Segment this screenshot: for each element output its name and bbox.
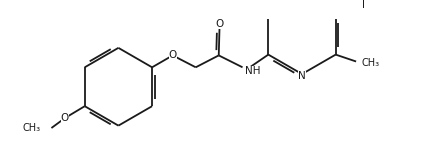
- Text: CH₃: CH₃: [361, 58, 379, 68]
- Text: O: O: [168, 50, 177, 60]
- Text: CH₃: CH₃: [23, 123, 41, 133]
- Text: I: I: [362, 0, 365, 10]
- Text: O: O: [216, 20, 224, 29]
- Text: N: N: [298, 71, 306, 81]
- Text: NH: NH: [245, 66, 260, 76]
- Text: O: O: [61, 113, 69, 123]
